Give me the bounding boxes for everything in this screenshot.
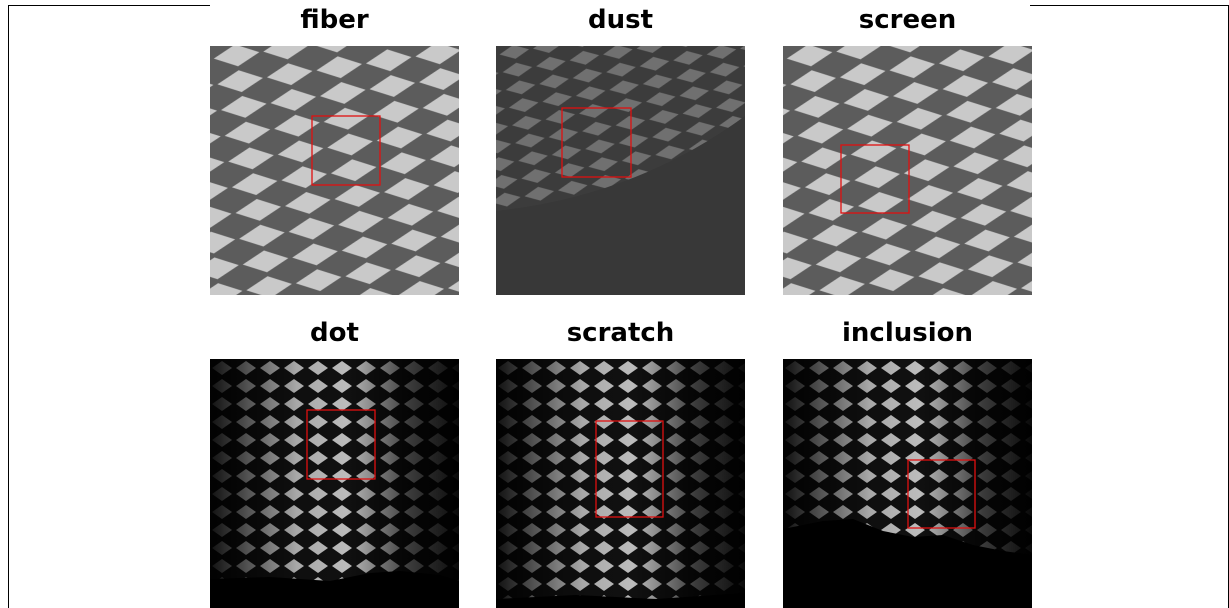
- panel-image: [743, 6, 1072, 335]
- panel-title: fiber: [300, 5, 369, 35]
- panel-title: dust: [588, 5, 653, 35]
- mesh: [170, 6, 499, 335]
- panel-title: dot: [310, 318, 359, 348]
- panel-image: [496, 359, 745, 608]
- figure: fiber dust screen dot scratch inclusion: [0, 0, 1229, 608]
- vignette: [210, 359, 459, 608]
- panel-title: inclusion: [842, 318, 973, 348]
- panel-image: [456, 6, 785, 335]
- panel-image: [783, 359, 1032, 608]
- panel-image: [210, 359, 459, 608]
- panel-image: [170, 6, 499, 335]
- mesh: [743, 6, 1072, 335]
- panel-title: screen: [859, 5, 957, 35]
- vignette: [496, 359, 745, 608]
- panel-title: scratch: [567, 318, 675, 348]
